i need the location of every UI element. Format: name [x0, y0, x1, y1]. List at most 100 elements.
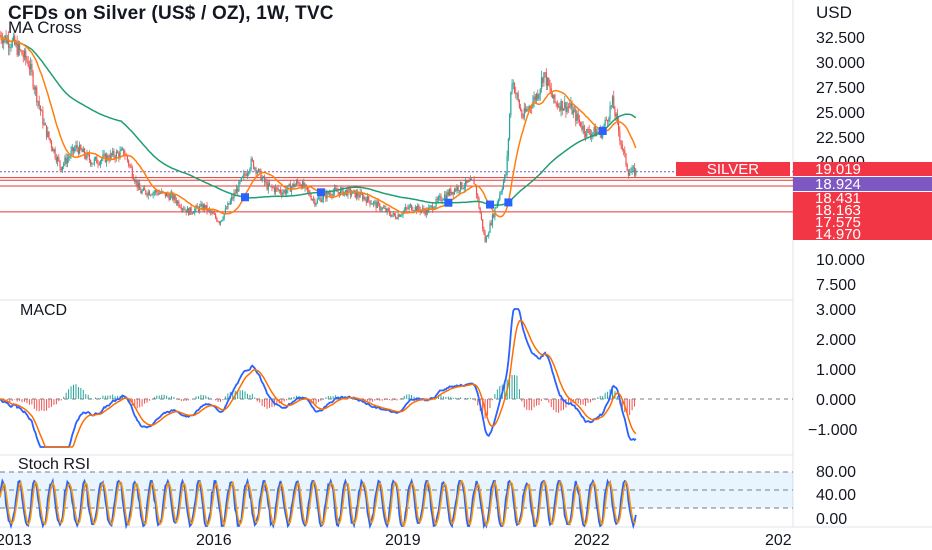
macd-histogram-bar: [575, 399, 577, 404]
macd-histogram-bar: [379, 399, 381, 401]
macd-histogram-bar: [259, 399, 261, 403]
macd-histogram-bar: [597, 397, 599, 399]
candle-body: [191, 212, 193, 214]
candle-body: [213, 213, 215, 215]
candle-body: [252, 160, 255, 169]
macd-histogram-bar: [283, 399, 285, 402]
candle-body: [605, 119, 607, 121]
candle-body: [535, 93, 538, 101]
candle-body: [259, 169, 261, 171]
candle-body: [55, 157, 57, 162]
candle-body: [224, 208, 226, 214]
candle-body: [332, 191, 334, 196]
candle-body: [34, 87, 37, 90]
candle-body: [281, 192, 283, 195]
candle-body: [485, 236, 487, 242]
candle-body: [396, 218, 398, 220]
macd-tick-label: 1.000: [816, 362, 856, 379]
candle-body: [11, 39, 13, 47]
candle-body: [174, 195, 176, 201]
macd-histogram-bar: [536, 399, 538, 406]
candle-body: [63, 163, 65, 167]
macd-histogram-bar: [109, 395, 111, 399]
candle-body: [123, 148, 125, 155]
macd-legend[interactable]: MACD: [20, 302, 68, 319]
candle-body: [559, 106, 561, 111]
candle-body: [468, 181, 470, 182]
candle-body: [279, 189, 282, 193]
candle-body: [72, 147, 75, 152]
macd-histogram-bar: [107, 395, 109, 399]
candle-body: [179, 206, 181, 208]
macd-histogram-bar: [197, 396, 199, 399]
candle-body: [226, 208, 228, 210]
candle-body: [15, 42, 17, 45]
candle-body: [256, 172, 258, 174]
macd-axis[interactable]: 3.000 2.000 1.000 0.000 −1.000: [808, 302, 857, 439]
indicator-legend-ma-cross[interactable]: MA Cross: [8, 18, 82, 37]
macd-histogram-bar: [271, 399, 273, 407]
stoch-axis[interactable]: 80.00 40.00 0.00: [816, 464, 856, 528]
macd-histogram-bar: [533, 399, 535, 408]
level-tag-label: 14.970: [815, 226, 861, 243]
macd-histogram-bar: [543, 398, 545, 399]
time-axis[interactable]: 2013 2016 2019 2022 202: [0, 532, 792, 549]
macd-histogram-bar: [560, 399, 562, 411]
candle-body: [135, 179, 137, 183]
candle-body: [185, 209, 187, 213]
macd-histogram-bar: [570, 399, 572, 403]
ma-cross-marker: [598, 126, 607, 135]
candle-body: [68, 157, 70, 159]
candle-body: [398, 214, 400, 217]
level-lines: [0, 171, 793, 213]
candle-body: [490, 223, 492, 225]
candle-body: [118, 153, 120, 158]
macd-histogram-bar: [95, 397, 97, 399]
macd-histogram-bar: [563, 399, 564, 410]
macd-histogram-bar: [134, 399, 136, 408]
candle-body: [178, 201, 180, 207]
candle-body: [93, 158, 95, 164]
candle-body: [229, 200, 231, 205]
candle-body: [411, 204, 413, 211]
macd-histogram-bar: [477, 399, 479, 406]
macd-histogram-bar: [514, 375, 515, 399]
macd-histogram-bar: [43, 399, 45, 411]
macd-histogram-bar: [185, 399, 187, 401]
candle-body: [21, 50, 23, 56]
chart-title[interactable]: CFDs on Silver (US$ / OZ), 1W, TVC: [8, 3, 334, 24]
candle-body: [44, 123, 46, 126]
time-tick-label: 2016: [196, 532, 232, 549]
candle-body: [572, 109, 574, 115]
candle-body: [27, 61, 29, 67]
candle-body: [457, 186, 459, 191]
candle-body: [480, 213, 483, 220]
candle-body: [9, 47, 11, 48]
time-tick-label: 202: [765, 532, 792, 549]
stoch-rsi-legend[interactable]: Stoch RSI: [18, 456, 91, 473]
price-candles: [0, 30, 637, 243]
macd-histogram-bar: [381, 399, 383, 401]
candle-body: [303, 181, 305, 188]
macd-histogram-bar: [371, 399, 373, 402]
candle-body: [99, 161, 102, 165]
candle-body: [97, 163, 99, 165]
macd-histogram-bar: [217, 399, 219, 402]
candle-body: [228, 203, 230, 205]
macd-histogram-bar: [288, 397, 290, 399]
candle-body: [152, 192, 154, 196]
macd-histogram-bar: [53, 399, 55, 405]
macd-histogram-bar: [452, 397, 454, 399]
candle-body: [136, 179, 138, 188]
candle-body: [407, 208, 409, 209]
candle-body: [143, 187, 146, 191]
candle-body: [173, 195, 175, 200]
candle-body: [319, 197, 321, 199]
candle-body: [98, 163, 100, 165]
macd-histogram-bar: [4, 399, 6, 400]
candle-body: [121, 148, 124, 150]
macd-histogram-bar: [269, 399, 270, 408]
candle-body: [286, 190, 288, 194]
